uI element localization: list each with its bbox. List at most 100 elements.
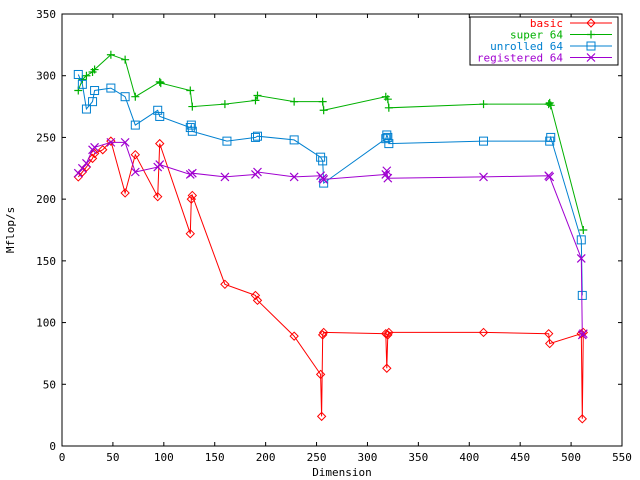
data-point [546, 132, 556, 142]
x-tick-label: 400 [459, 451, 479, 464]
data-point [155, 77, 164, 86]
data-point [252, 131, 262, 141]
x-tick-label: 100 [154, 451, 174, 464]
data-point [130, 120, 140, 130]
data-point [383, 95, 392, 104]
y-tick-label: 350 [36, 8, 56, 21]
data-point [187, 168, 197, 178]
data-point [545, 338, 555, 349]
x-tick-label: 150 [205, 451, 225, 464]
legend-swatch-marker [586, 41, 596, 51]
data-point [316, 411, 327, 422]
data-point [222, 136, 232, 146]
series-layer [73, 50, 589, 424]
series-basic [73, 136, 589, 424]
x-tick-label: 0 [59, 451, 66, 464]
data-point [289, 172, 299, 182]
data-point [576, 253, 586, 263]
data-point [90, 65, 99, 74]
y-tick-label: 0 [49, 440, 56, 453]
data-point [73, 69, 83, 79]
y-tick-label: 200 [36, 193, 56, 206]
data-point [479, 172, 488, 182]
data-point [318, 156, 328, 166]
x-tick-label: 300 [358, 451, 378, 464]
data-point [383, 330, 393, 340]
data-point [382, 363, 392, 373]
x-tick-label: 350 [408, 451, 428, 464]
data-point [578, 329, 588, 339]
y-tick-label: 50 [43, 378, 56, 391]
data-point [251, 96, 260, 105]
data-point [250, 290, 261, 301]
data-point [187, 190, 198, 201]
data-point [253, 167, 262, 177]
series-line [77, 54, 584, 231]
data-point [250, 132, 260, 142]
data-point [153, 191, 163, 202]
data-point [478, 327, 489, 338]
series-unrolled-64 [73, 69, 587, 300]
data-point [544, 100, 553, 109]
data-point [289, 331, 299, 341]
plot-frame [61, 13, 623, 447]
series-line [77, 140, 584, 419]
x-tick-label: 50 [106, 451, 119, 464]
y-tick-label: 250 [36, 131, 56, 144]
data-point [384, 139, 394, 149]
data-point [77, 163, 87, 173]
data-point [318, 327, 329, 338]
x-tick-label: 500 [561, 451, 581, 464]
data-point [384, 103, 393, 112]
legend-swatch-marker [586, 18, 596, 28]
data-point [319, 174, 329, 184]
axes-layer: 0 50 100 150 200 250 300 350 400 450 500 550 0 50 100 1… [36, 8, 632, 464]
data-point [90, 142, 100, 152]
data-point [155, 111, 165, 121]
data-point [156, 79, 165, 88]
legend-swatch-marker [586, 53, 596, 62]
series-registered-64 [73, 137, 588, 340]
legend-label: basic [530, 17, 563, 30]
data-point [82, 71, 91, 80]
y-tick-label: 300 [36, 70, 56, 83]
x-tick-label: 250 [307, 451, 327, 464]
data-point [106, 83, 116, 93]
data-point [187, 126, 197, 136]
data-point [82, 158, 91, 168]
data-point [131, 92, 140, 101]
series-line [77, 74, 583, 296]
data-point [220, 279, 230, 290]
data-point [185, 228, 195, 239]
data-point [130, 150, 141, 160]
data-point [318, 97, 327, 106]
legend-label: registered 64 [477, 52, 563, 65]
data-point [545, 172, 555, 182]
data-point [252, 295, 263, 306]
data-point [317, 330, 328, 340]
data-point [319, 106, 328, 115]
x-axis-label: Dimension [312, 466, 372, 479]
data-point [220, 172, 230, 182]
data-point [543, 328, 554, 339]
data-point [120, 137, 130, 147]
data-point [479, 136, 489, 146]
data-point [384, 327, 394, 338]
data-point [479, 100, 488, 109]
legend-label: super 64 [510, 29, 563, 42]
data-point [90, 86, 100, 96]
data-point [106, 137, 116, 147]
x-tick-label: 550 [612, 451, 632, 464]
data-point [290, 97, 299, 106]
legend-label: unrolled 64 [490, 40, 563, 53]
data-point [315, 369, 326, 380]
data-point [155, 138, 165, 149]
data-point [253, 91, 262, 100]
data-point [577, 414, 587, 424]
data-point [289, 135, 299, 145]
data-point [120, 188, 130, 198]
data-point [106, 50, 115, 59]
data-point [120, 92, 130, 102]
data-point [383, 132, 393, 142]
